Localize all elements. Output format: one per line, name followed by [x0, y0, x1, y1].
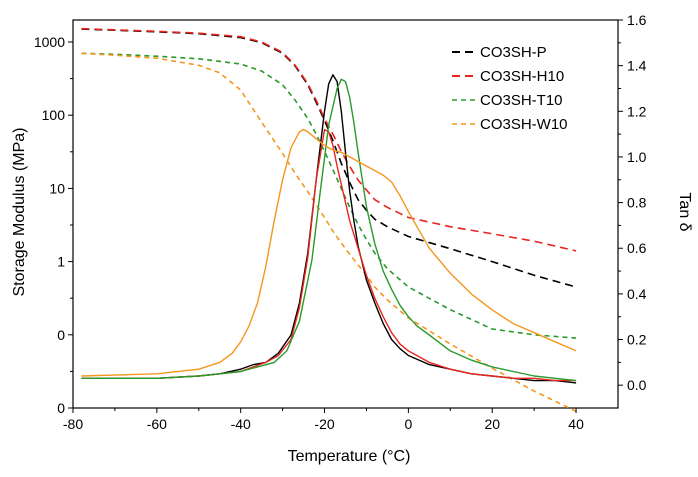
y-right-tick-label: 0.4: [627, 286, 647, 302]
x-tick-label: 20: [484, 416, 500, 432]
y-right-tick-label: 0.2: [627, 332, 647, 348]
legend-label: CO3SH-P: [480, 44, 547, 61]
legend: CO3SH-P CO3SH-H10 CO3SH-T10 CO3SH-W10: [452, 44, 568, 133]
legend-label: CO3SH-W10: [480, 116, 568, 133]
series-line-co3sh-h10: [81, 27, 577, 252]
y-left-tick-label: 0: [57, 400, 65, 416]
series-line-co3sh-t10-tan-: [81, 78, 577, 382]
y-right-tick-label: 0.6: [627, 240, 647, 256]
y-right-tick-label: 0.8: [627, 195, 647, 211]
series-layer: [81, 27, 577, 413]
y-right-tick-label: 1.2: [627, 103, 647, 119]
x-tick-label: -80: [63, 416, 83, 432]
series-line-co3sh-w10-tan-: [81, 128, 577, 377]
x-axis-title: Temperature (°C): [288, 448, 411, 465]
plot-frame: [72, 19, 619, 409]
y-left-axis-title: Storage Modulus (MPa): [11, 128, 28, 297]
series-line-co3sh-t10: [81, 52, 577, 339]
x-tick-label: -40: [231, 416, 251, 432]
x-tick-label: -20: [314, 416, 334, 432]
plot-area: [72, 19, 619, 409]
x-tick-label: -60: [147, 416, 167, 432]
y-left-tick-label: 0: [57, 327, 65, 343]
y-left-tick-label: 100: [42, 107, 66, 123]
legend-label: CO3SH-T10: [480, 92, 563, 109]
y-right-tick-label: 1.6: [627, 12, 647, 28]
legend-label: CO3SH-H10: [480, 68, 564, 85]
x-tick-label: 0: [404, 416, 412, 432]
axes-layer: -80 -60 -40 -20 0 20 40 0 0 1 10 100 1000 0.0 0.2 0.4 0.…: [34, 12, 647, 432]
y-left-tick-label: 1: [57, 254, 65, 270]
y-right-tick-label: 0.0: [627, 377, 647, 393]
x-tick-label: 40: [568, 416, 584, 432]
y-right-tick-label: 1.4: [627, 58, 647, 74]
series-line-co3sh-h10-tan-: [81, 128, 577, 382]
y-left-tick-label: 1000: [34, 34, 65, 50]
y-right-tick-label: 1.0: [627, 149, 647, 165]
y-left-tick-label: 10: [49, 180, 65, 196]
y-right-axis-title: Tan δ: [676, 192, 693, 231]
series-line-co3sh-w10: [81, 52, 577, 413]
